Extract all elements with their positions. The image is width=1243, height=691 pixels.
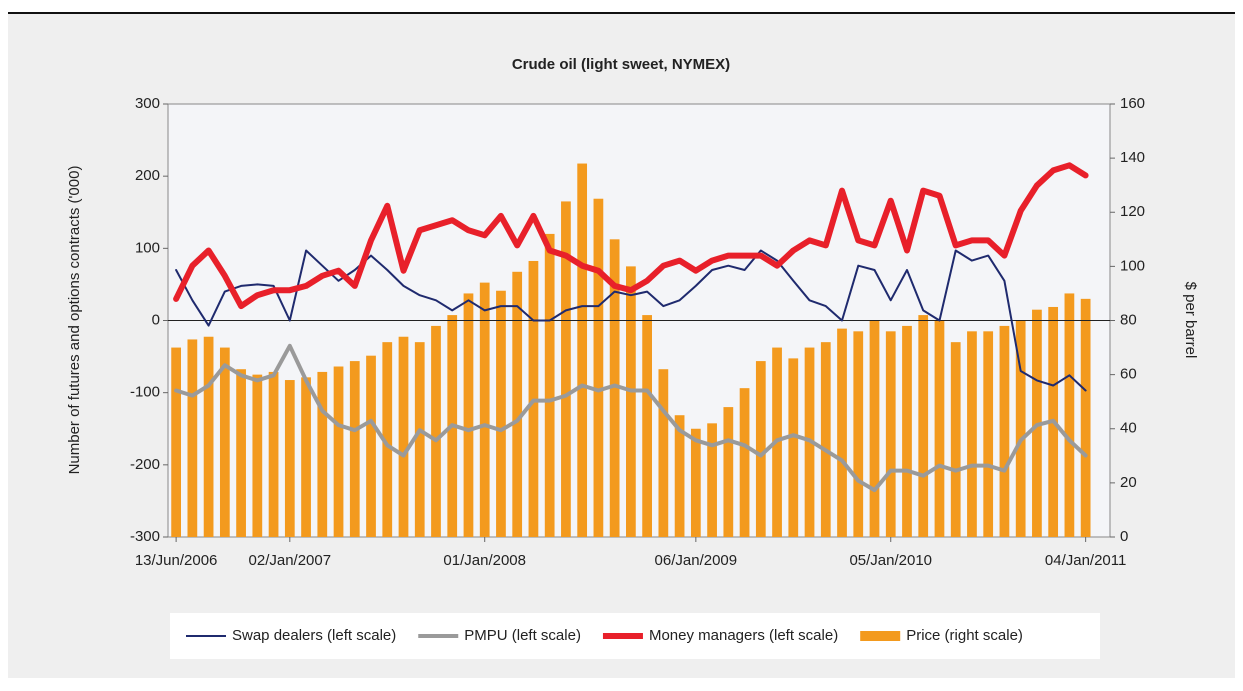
x-tick-label: 04/Jan/2011 [1045, 552, 1126, 569]
price-bar [561, 201, 571, 538]
price-bar [219, 347, 230, 537]
price-bar [398, 336, 409, 537]
y-tick-label: 300 [135, 95, 160, 112]
y2-tick-label: 140 [1120, 149, 1145, 166]
price-bar [837, 328, 847, 537]
price-bar [187, 339, 198, 537]
y-tick-label: 200 [135, 167, 160, 184]
legend-label: Swap dealers (left scale) [232, 627, 396, 644]
price-bar [902, 325, 912, 537]
price-bar [284, 380, 295, 537]
price-bar [885, 331, 896, 537]
price-bar [674, 415, 685, 537]
y-tick-label: -300 [130, 528, 160, 545]
price-bar [999, 325, 1010, 537]
y2-tick-label: 120 [1120, 203, 1145, 220]
price-bar [317, 371, 328, 537]
price-bar [690, 428, 701, 537]
price-bar [1080, 298, 1091, 537]
y2-axis-label: $ per barrel [1182, 282, 1199, 359]
price-bar [236, 369, 246, 537]
y2-tick-label: 60 [1120, 366, 1137, 383]
price-bar [544, 233, 555, 537]
y-tick-label: -200 [130, 456, 160, 473]
price-bar [512, 271, 523, 537]
price-bar [918, 315, 929, 537]
price-bar [171, 347, 181, 537]
price-bar [1064, 293, 1075, 537]
price-bar [203, 336, 214, 537]
price-bar [869, 320, 880, 537]
y2-tick-label: 100 [1120, 257, 1145, 274]
price-bar [382, 342, 393, 537]
price-bar [934, 320, 945, 537]
x-tick-label: 13/Jun/2006 [135, 552, 218, 569]
y-tick-label: 0 [152, 311, 160, 328]
y2-tick-label: 160 [1120, 95, 1145, 112]
price-bar [479, 282, 490, 537]
price-bar [642, 315, 652, 537]
price-bar [950, 342, 961, 537]
series-line [173, 162, 1089, 310]
x-tick-label: 06/Jan/2009 [655, 552, 738, 569]
price-bar [349, 361, 360, 537]
price-bar [967, 331, 977, 537]
price-bar [626, 266, 636, 537]
y2-tick-label: 40 [1120, 420, 1137, 437]
price-bar [707, 423, 717, 537]
price-bar [252, 374, 263, 537]
price-bar [366, 355, 376, 537]
y-tick-label: 100 [135, 239, 160, 256]
x-tick-label: 05/Jan/2010 [849, 552, 932, 569]
price-bar [853, 331, 864, 537]
price-bar [1015, 320, 1026, 537]
price-bar [755, 361, 766, 537]
price-bar [658, 369, 669, 537]
x-tick-label: 02/Jan/2007 [249, 552, 332, 569]
series-line [175, 249, 1087, 392]
legend-label: Price (right scale) [906, 627, 1023, 644]
legend-label: Money managers (left scale) [649, 627, 838, 644]
series-line [174, 343, 1088, 493]
x-tick-label: 01/Jan/2008 [443, 552, 526, 569]
y2-tick-label: 80 [1120, 311, 1137, 328]
price-bar [268, 371, 279, 537]
price-bar [414, 342, 425, 537]
price-bar [301, 377, 311, 537]
price-bar [463, 293, 474, 537]
legend-swatch [860, 631, 901, 641]
price-bar [739, 388, 750, 537]
y-tick-label: -100 [130, 384, 160, 401]
price-bar [333, 366, 344, 537]
price-bar [431, 325, 441, 537]
price-bar [788, 358, 799, 537]
price-bar [609, 239, 620, 537]
y-axis-label: Number of futures and options contracts … [66, 166, 83, 475]
price-bar [577, 163, 588, 537]
price-bar [983, 331, 994, 537]
y2-tick-label: 20 [1120, 474, 1137, 491]
y2-tick-label: 0 [1120, 528, 1128, 545]
price-bar [496, 290, 506, 537]
chart-title: Crude oil (light sweet, NYMEX) [512, 56, 730, 73]
price-bar [820, 342, 831, 537]
price-bar [593, 198, 604, 537]
legend-label: PMPU (left scale) [464, 627, 581, 644]
price-bar [723, 407, 734, 537]
